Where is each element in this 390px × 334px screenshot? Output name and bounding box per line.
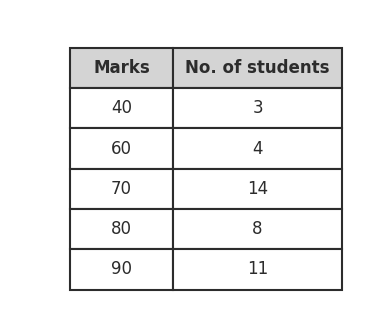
Bar xyxy=(173,88,342,128)
Bar xyxy=(173,128,342,169)
Text: 90: 90 xyxy=(111,261,132,279)
Text: 3: 3 xyxy=(252,99,263,117)
Bar xyxy=(70,128,173,169)
Bar xyxy=(70,48,173,88)
Bar xyxy=(173,48,342,88)
Bar xyxy=(70,88,173,128)
Text: 14: 14 xyxy=(247,180,268,198)
Text: 60: 60 xyxy=(111,140,132,158)
Bar xyxy=(173,249,342,290)
Text: 70: 70 xyxy=(111,180,132,198)
Bar xyxy=(70,169,173,209)
Text: 40: 40 xyxy=(111,99,132,117)
Text: 80: 80 xyxy=(111,220,132,238)
Bar xyxy=(70,209,173,249)
Bar xyxy=(173,169,342,209)
Text: No. of students: No. of students xyxy=(185,59,330,77)
Text: Marks: Marks xyxy=(93,59,150,77)
Text: 11: 11 xyxy=(247,261,268,279)
Bar xyxy=(173,209,342,249)
Text: 4: 4 xyxy=(252,140,263,158)
Text: 8: 8 xyxy=(252,220,263,238)
Bar xyxy=(70,249,173,290)
